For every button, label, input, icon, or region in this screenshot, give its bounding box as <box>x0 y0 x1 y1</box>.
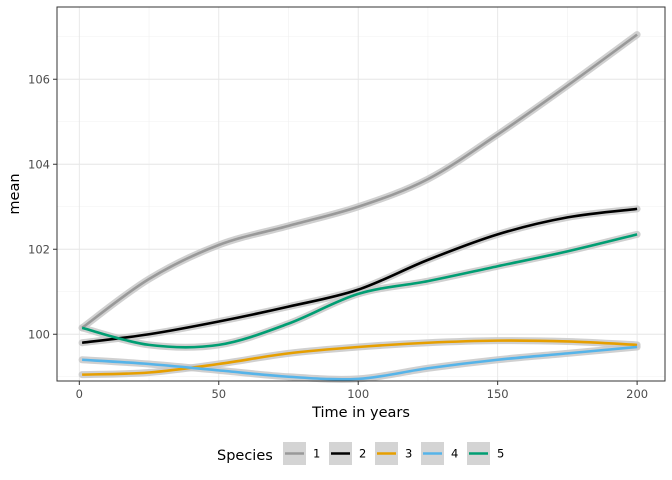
y-axis-ticks: 100 102 104 106 <box>28 72 57 341</box>
y-tick-label: 106 <box>28 72 50 86</box>
x-tick-label: 50 <box>211 387 226 401</box>
series-3-line <box>82 339 638 376</box>
series-2-ribbon <box>78 205 641 347</box>
series-2-line <box>81 207 638 345</box>
x-tick-label: 200 <box>626 387 648 401</box>
panel-border <box>56 6 666 382</box>
series-1-ribbon <box>78 31 641 332</box>
legend: 1 2 3 4 5 <box>283 442 504 465</box>
legend-title: Species <box>217 448 273 464</box>
x-axis-ticks: 0 50 100 150 200 <box>76 381 648 401</box>
x-tick-label: 0 <box>76 387 83 401</box>
grid-major <box>57 7 665 381</box>
series-1-line <box>81 33 638 329</box>
x-tick-label: 150 <box>487 387 509 401</box>
x-tick-label: 100 <box>347 387 369 401</box>
y-axis-title: mean <box>7 173 23 214</box>
y-tick-label: 104 <box>28 157 50 171</box>
series-5-line <box>81 233 638 349</box>
y-tick-label: 100 <box>28 327 50 341</box>
legend-label-4: 4 <box>451 447 458 461</box>
legend-label-5: 5 <box>497 447 504 461</box>
series-4-line <box>82 345 638 381</box>
legend-label-1: 1 <box>313 447 320 461</box>
grid-minor <box>57 7 665 381</box>
y-tick-label: 102 <box>28 242 50 256</box>
x-axis-title: Time in years <box>311 405 410 421</box>
series-lines <box>81 33 638 381</box>
legend-label-2: 2 <box>359 447 366 461</box>
series-4-ribbon <box>78 343 641 383</box>
legend-label-3: 3 <box>405 447 412 461</box>
